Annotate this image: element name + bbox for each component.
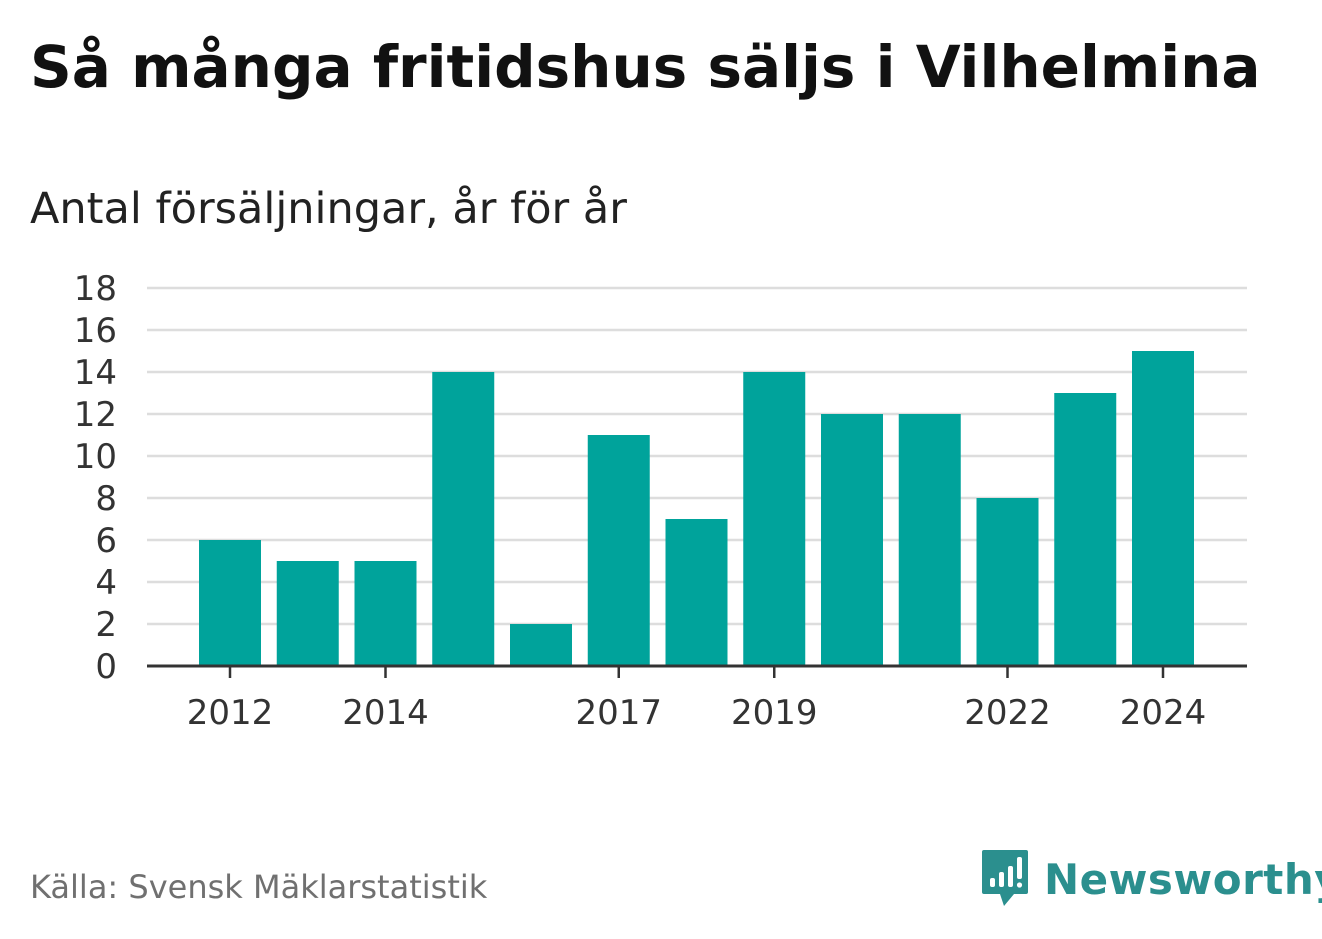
bar-2019	[743, 372, 806, 666]
source-note: Källa: Svensk Mäklarstatistik	[30, 868, 488, 906]
x-tick-label: 2014	[342, 693, 429, 733]
x-tick-label: 2012	[187, 693, 274, 733]
y-tick-label: 12	[74, 395, 117, 435]
y-tick-label: 16	[74, 311, 117, 351]
chart-title: Så många fritidshus säljs i Vilhelmina	[30, 33, 1261, 101]
brand-name: Newsworthy	[1044, 854, 1322, 904]
y-tick-label: 10	[74, 437, 117, 477]
x-tick-label: 2024	[1120, 693, 1207, 733]
brand-logo: Newsworthy	[980, 848, 1322, 910]
chart-speech-bubble-icon	[982, 850, 1028, 906]
bars	[199, 351, 1194, 666]
x-tick-label: 2022	[964, 693, 1051, 733]
x-axis: 2012 2014 2017 2019 2022 2024	[147, 664, 1247, 733]
y-tick-label: 6	[95, 521, 117, 561]
y-tick-label: 14	[74, 353, 117, 393]
bar-2024	[1132, 351, 1194, 666]
bar-2014	[354, 561, 417, 666]
y-tick-label: 18	[74, 269, 117, 309]
bar-2021	[898, 414, 961, 666]
bar-2022	[976, 498, 1039, 666]
x-tick-label: 2017	[575, 693, 662, 733]
x-tick-label: 2019	[731, 693, 818, 733]
bar-2017	[587, 435, 650, 666]
bar-2013	[276, 561, 339, 666]
bar-2016	[510, 624, 572, 666]
y-tick-label: 0	[95, 647, 117, 687]
bar-2018	[665, 519, 728, 666]
y-tick-label: 8	[95, 479, 117, 519]
bar-2012	[199, 540, 261, 666]
y-tick-label: 2	[95, 605, 117, 645]
bar-2015	[432, 372, 495, 666]
chart-subtitle: Antal försäljningar, år för år	[30, 184, 627, 234]
bar-2020	[821, 414, 883, 666]
y-tick-label: 4	[95, 563, 117, 603]
bar-2023	[1054, 393, 1117, 666]
